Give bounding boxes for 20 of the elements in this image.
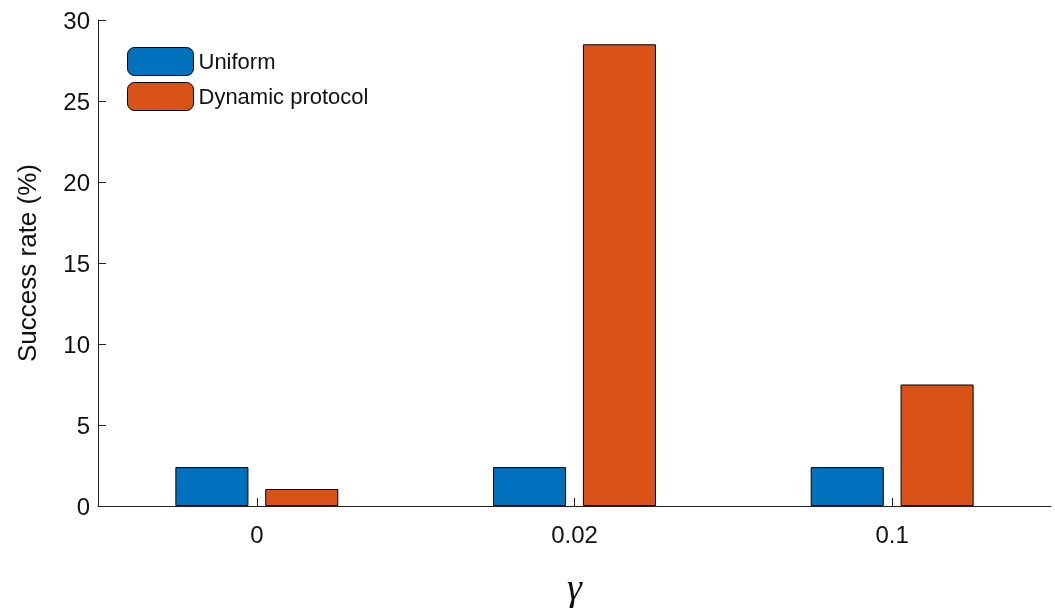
bar xyxy=(810,467,884,506)
x-axis-title: γ xyxy=(567,566,584,608)
bar xyxy=(493,467,567,506)
y-tick-label: 5 xyxy=(76,411,90,439)
y-tick-label: 0 xyxy=(76,492,90,520)
bar xyxy=(900,384,974,506)
y-tick-label: 20 xyxy=(63,168,90,196)
y-tick-label: 15 xyxy=(63,249,90,277)
bar xyxy=(175,467,249,506)
x-tick-label: 0 xyxy=(250,520,264,548)
y-tick-label: 25 xyxy=(63,87,90,115)
y-tick-label: 10 xyxy=(63,330,90,358)
legend-label: Dynamic protocol xyxy=(198,84,369,109)
bar xyxy=(265,488,339,506)
legend-label: Uniform xyxy=(198,49,276,74)
x-tick-label: 0.02 xyxy=(551,520,598,548)
bar xyxy=(582,44,656,506)
y-tick-label: 30 xyxy=(63,6,90,34)
y-axis-title: Success rate (%) xyxy=(12,164,42,362)
x-tick-label: 0.1 xyxy=(875,520,909,548)
